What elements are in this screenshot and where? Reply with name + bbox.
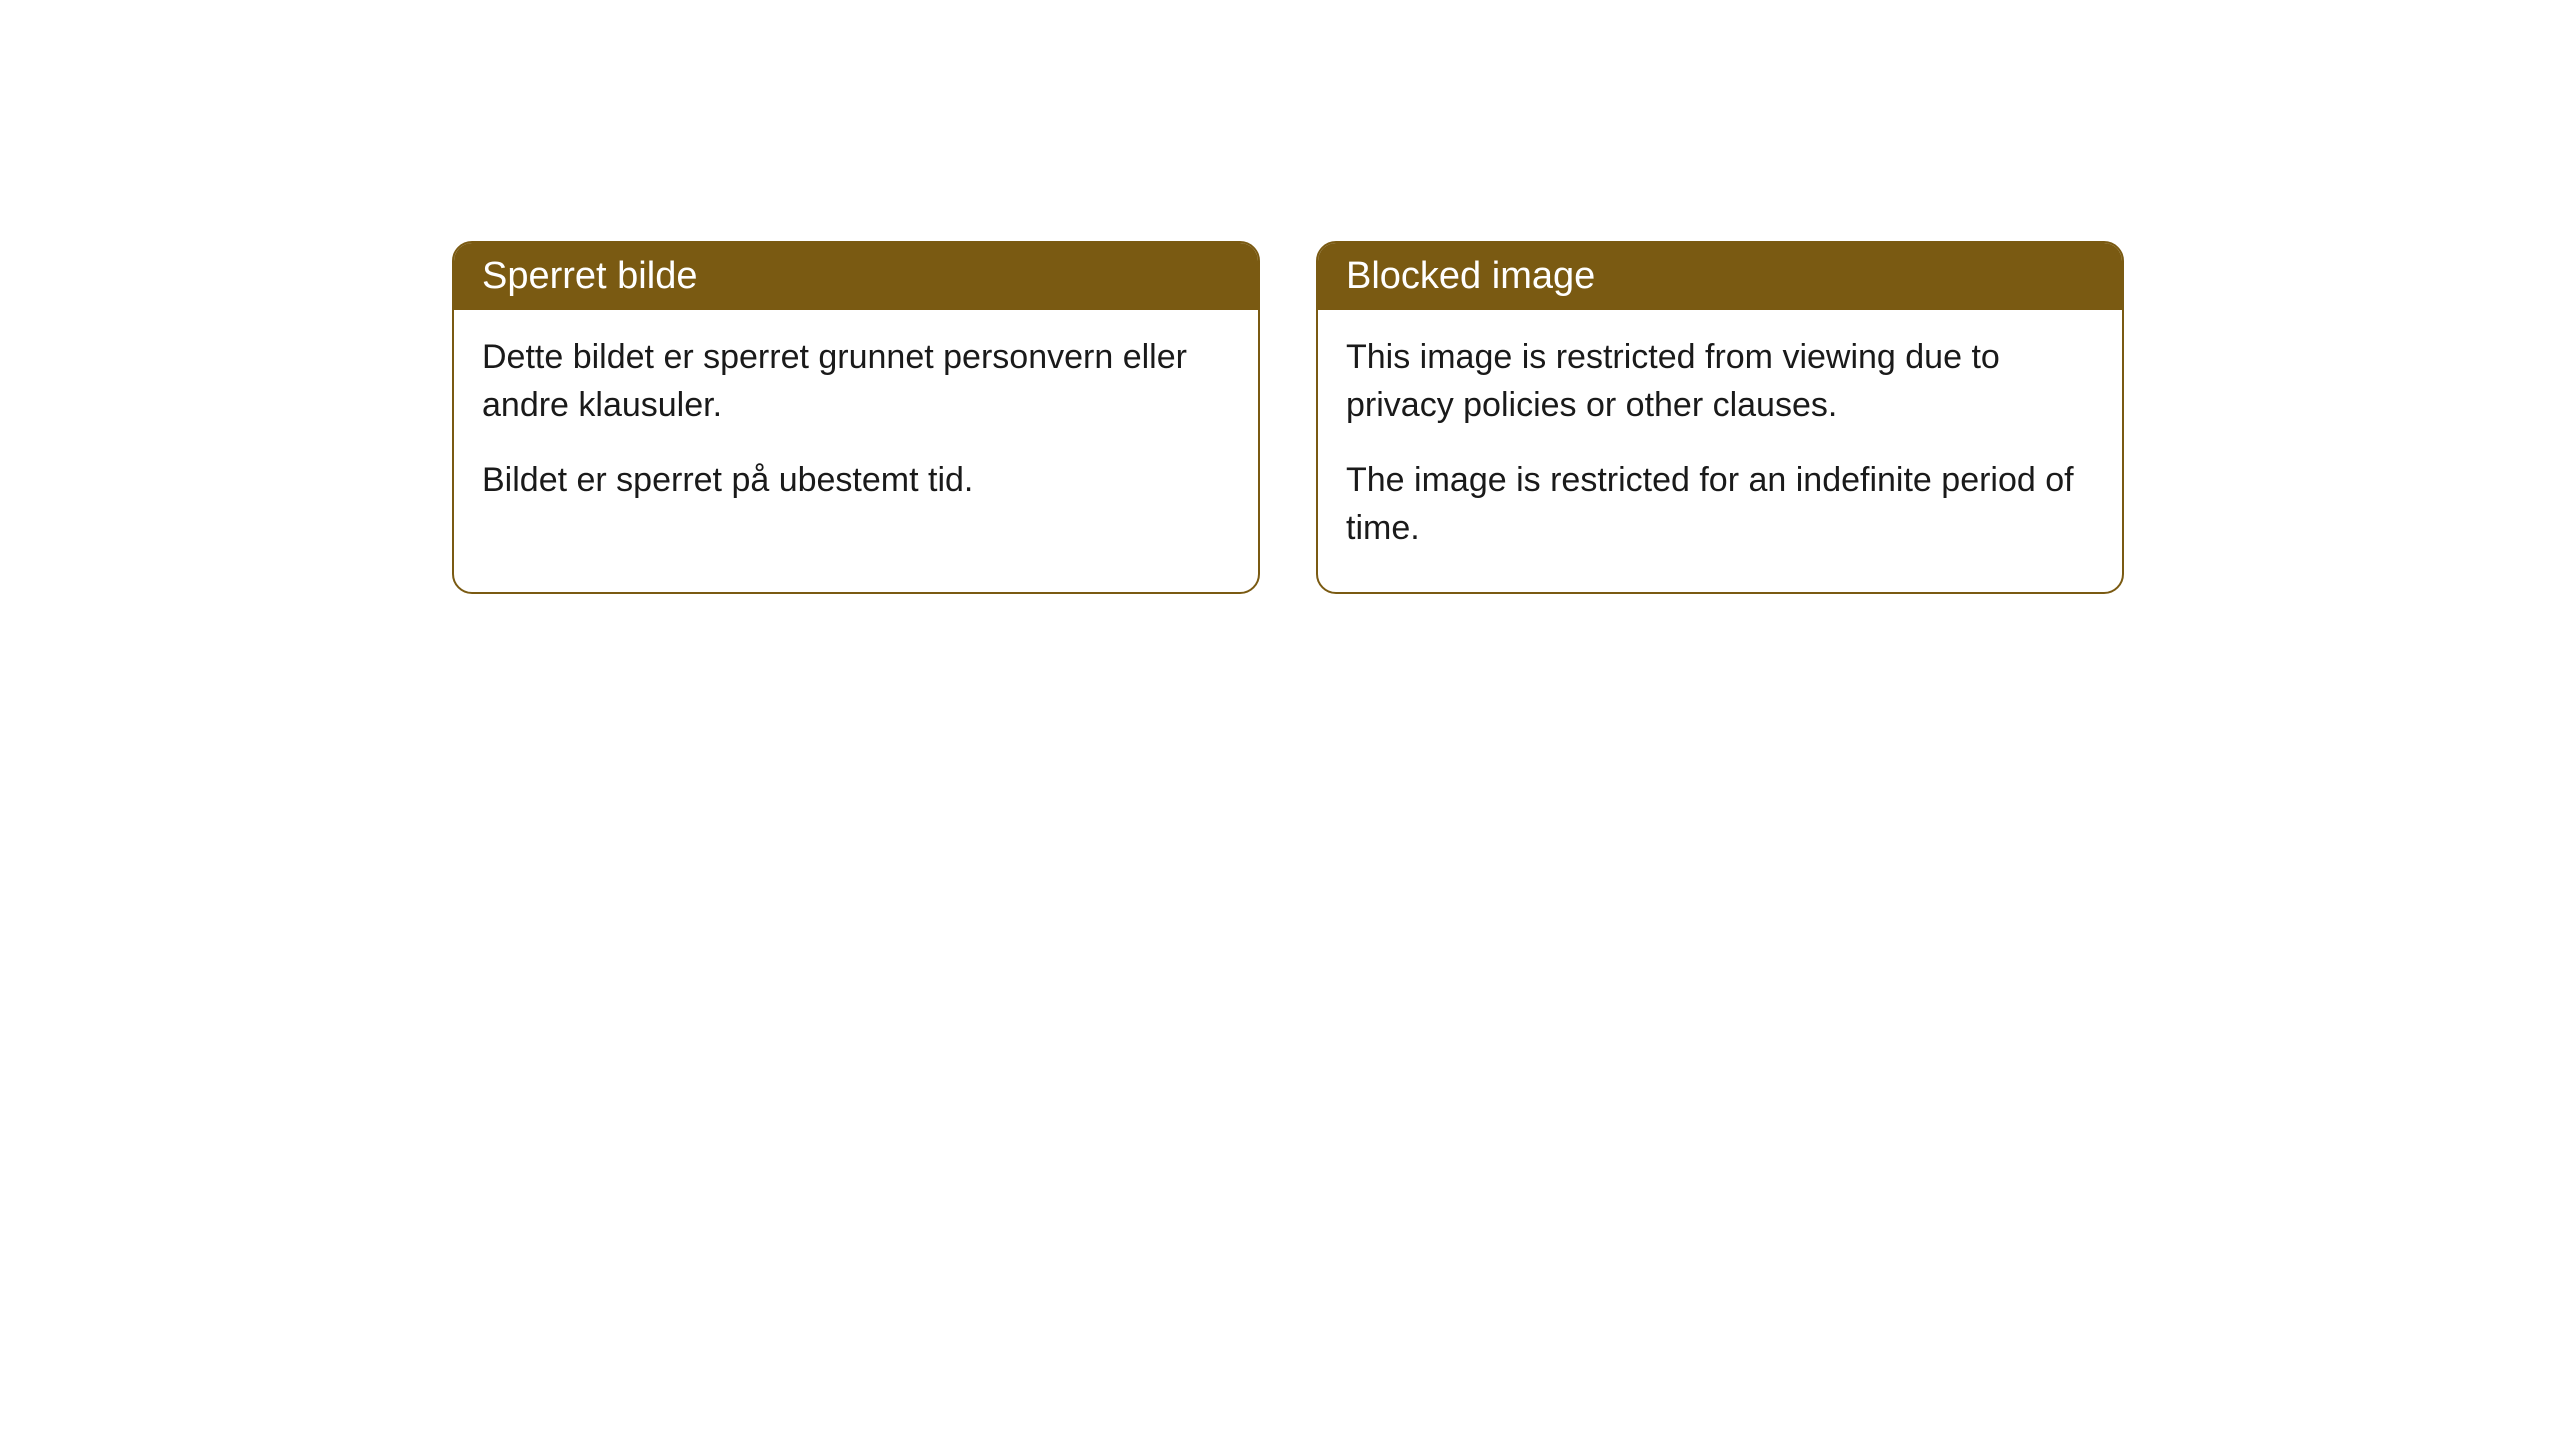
card-title: Blocked image <box>1346 255 1595 297</box>
card-body: This image is restricted from viewing du… <box>1318 310 2122 592</box>
card-paragraph: Dette bildet er sperret grunnet personve… <box>482 334 1230 429</box>
card-paragraph: This image is restricted from viewing du… <box>1346 334 2094 429</box>
notice-cards-container: Sperret bilde Dette bildet er sperret gr… <box>0 0 2560 594</box>
notice-card-english: Blocked image This image is restricted f… <box>1316 241 2124 594</box>
card-title: Sperret bilde <box>482 255 697 297</box>
notice-card-norwegian: Sperret bilde Dette bildet er sperret gr… <box>452 241 1260 594</box>
card-body: Dette bildet er sperret grunnet personve… <box>454 310 1258 545</box>
card-paragraph: Bildet er sperret på ubestemt tid. <box>482 457 1230 505</box>
card-paragraph: The image is restricted for an indefinit… <box>1346 457 2094 552</box>
card-header: Blocked image <box>1318 243 2122 310</box>
card-header: Sperret bilde <box>454 243 1258 310</box>
